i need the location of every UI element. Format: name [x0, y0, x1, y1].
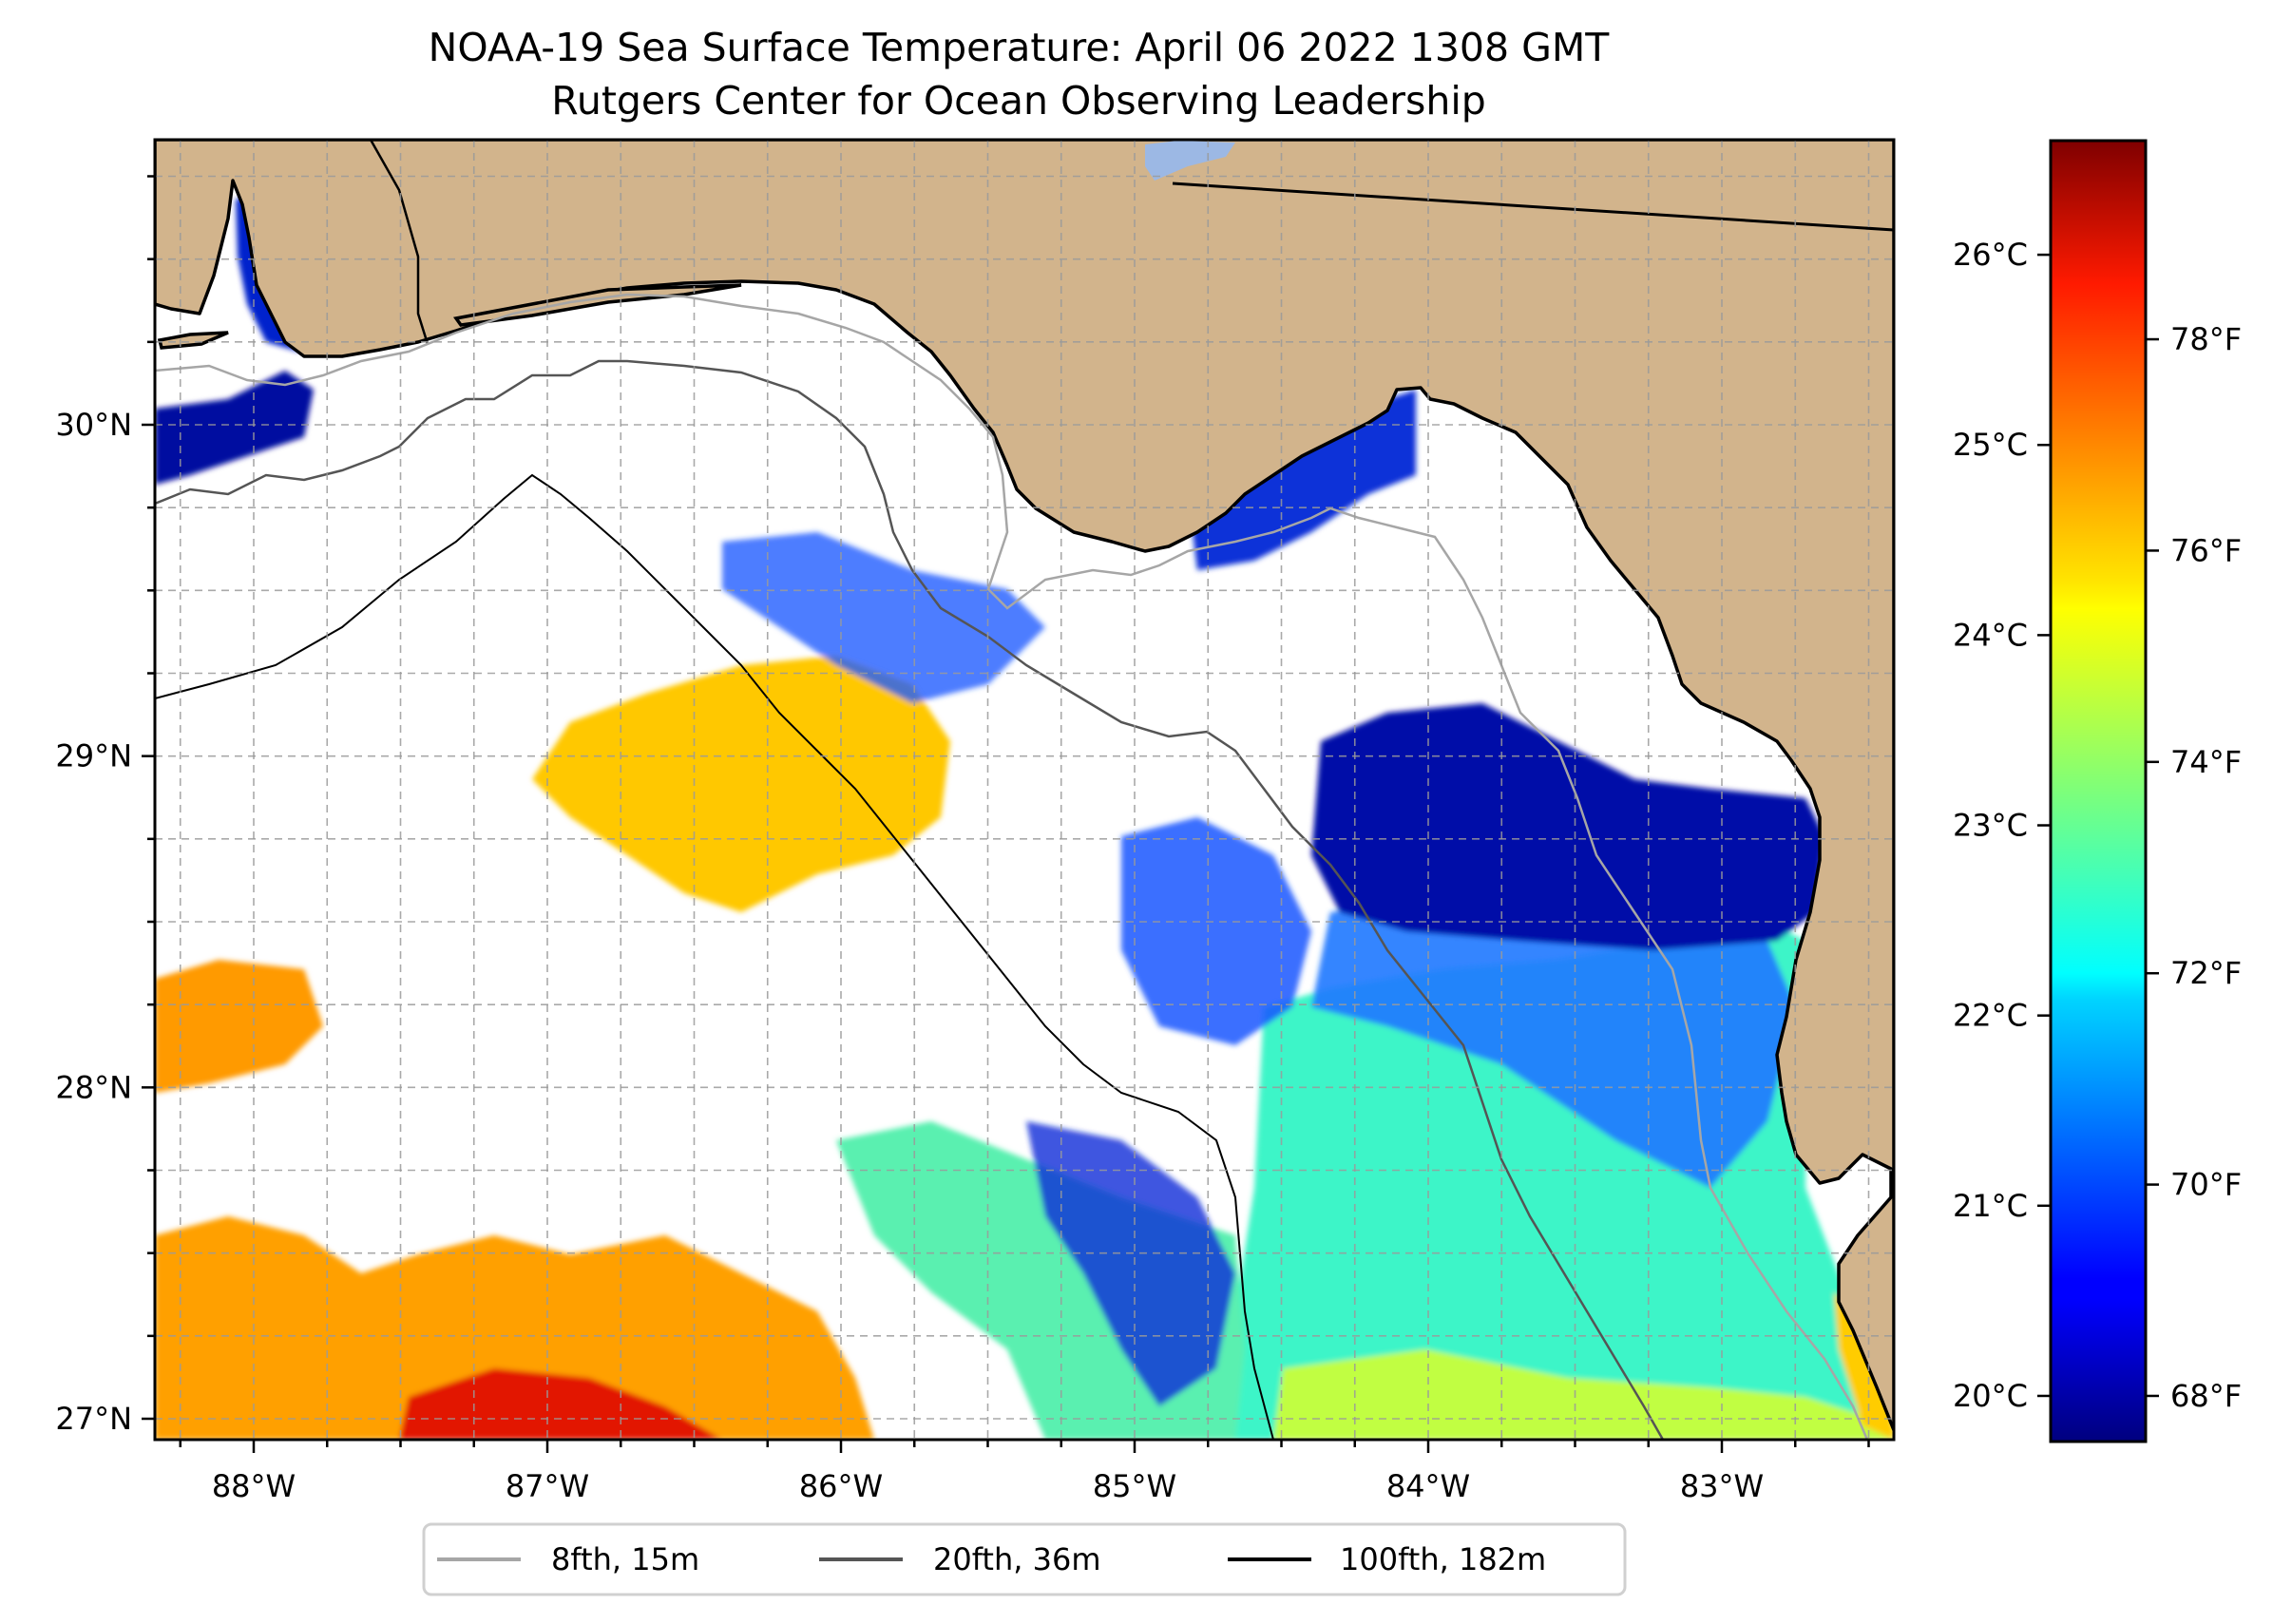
x-tick-label: 84°W: [1386, 1468, 1470, 1504]
sst-patch-west-edge-warm: [155, 960, 323, 1093]
sst-patch-bigbend-north: [1188, 390, 1416, 570]
y-tick-label: 27°N: [55, 1401, 132, 1437]
isobath-100fth: [155, 473, 1274, 1440]
legend-label-20fth: 20fth, 36m: [933, 1541, 1100, 1577]
legend-label-8fth: 8fth, 15m: [551, 1541, 699, 1577]
colorbar-c-label: 25°C: [1953, 427, 2028, 463]
x-tick-label: 86°W: [799, 1468, 883, 1504]
colorbar-f-label: 68°F: [2170, 1378, 2242, 1414]
x-axis: 88°W 87°W 86°W 85°W 84°W 83°W: [179, 1440, 1870, 1504]
sst-patch-west-warm-north-blue: [722, 532, 1045, 703]
state-boundary-al-fl: [369, 140, 430, 345]
colorbar-f-label: 76°F: [2170, 532, 2242, 568]
colorbar-c-label: 21°C: [1953, 1188, 2028, 1224]
colorbar-gradient: [2049, 139, 2148, 1443]
lake-icon-lake-seminole: [1145, 141, 1235, 181]
y-axis: 27°N 28°N 29°N 30°N: [55, 175, 155, 1437]
sst-patch-west-warm-north: [532, 656, 950, 912]
map-area: [155, 140, 1894, 1440]
sst-patch-southwest-hot: [399, 1368, 722, 1440]
chart-title: NOAA-19 Sea Surface Temperature: April 0…: [429, 25, 1611, 70]
sst-patch-south-blue: [1026, 1121, 1235, 1406]
graticule: [155, 140, 1894, 1440]
chart-subtitle: Rutgers Center for Ocean Observing Leade…: [551, 78, 1486, 124]
legend-box: [422, 1522, 1627, 1596]
colorbar-f-label: 72°F: [2170, 955, 2242, 991]
x-tick-label: 88°W: [212, 1468, 296, 1504]
isobath-8fth: [155, 293, 1869, 1440]
colorbar-c-label: 24°C: [1953, 617, 2028, 653]
sst-patch-central-blue: [1121, 817, 1311, 1045]
y-tick-label: 28°N: [55, 1069, 132, 1105]
sst-patch-cool-band: [1311, 893, 1796, 1188]
sst-patch-coast-warm: [1834, 1292, 1894, 1440]
x-tick-label: 87°W: [506, 1468, 589, 1504]
colorbar: 20°C 21°C 22°C 23°C 24°C 25°C 26°C 68°F 70°F 72°…: [1953, 139, 2242, 1443]
sst-field: [155, 190, 1894, 1440]
state-boundary: [1172, 182, 1894, 232]
colorbar-c-label: 23°C: [1953, 808, 2028, 844]
y-tick-label: 29°N: [55, 738, 132, 774]
colorbar-celsius-ticks: 20°C 21°C 22°C 23°C 24°C 25°C 26°C: [1953, 237, 2051, 1414]
x-tick-label: 85°W: [1093, 1468, 1176, 1504]
colorbar-f-label: 70°F: [2170, 1167, 2242, 1203]
land-mass: [155, 140, 1894, 1432]
x-tick-label: 83°W: [1680, 1468, 1764, 1504]
legend-label-100fth: 100fth, 182m: [1340, 1541, 1546, 1577]
sst-patch-cold-north: [1311, 703, 1824, 950]
colorbar-f-label: 74°F: [2170, 744, 2242, 780]
legend: 8fth, 15m 20fth, 36m 100fth, 182m: [422, 1522, 1627, 1596]
colorbar-c-label: 22°C: [1953, 998, 2028, 1034]
colorbar-c-label: 26°C: [1953, 237, 2028, 273]
colorbar-c-label: 20°C: [1953, 1378, 2028, 1414]
barrier-island-dauphin: [157, 331, 229, 350]
colorbar-fahrenheit-ticks: 68°F 70°F 72°F 74°F 76°F 78°F: [2146, 321, 2242, 1414]
map-frame: [153, 138, 1896, 1442]
colorbar-f-label: 78°F: [2170, 321, 2242, 357]
sst-patch-west-shelf: [155, 371, 314, 485]
isobath-20fth: [155, 359, 1665, 1440]
y-tick-label: 30°N: [55, 407, 132, 443]
